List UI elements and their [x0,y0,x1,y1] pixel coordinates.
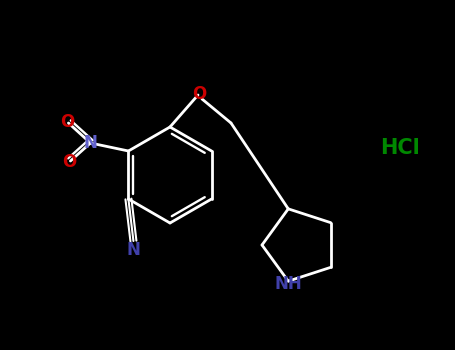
Text: N: N [126,241,141,259]
Text: NH: NH [274,275,302,293]
Text: O: O [62,153,76,171]
Text: N: N [84,134,97,152]
Text: O: O [61,113,75,131]
Text: O: O [192,85,206,103]
Text: HCl: HCl [380,138,420,158]
